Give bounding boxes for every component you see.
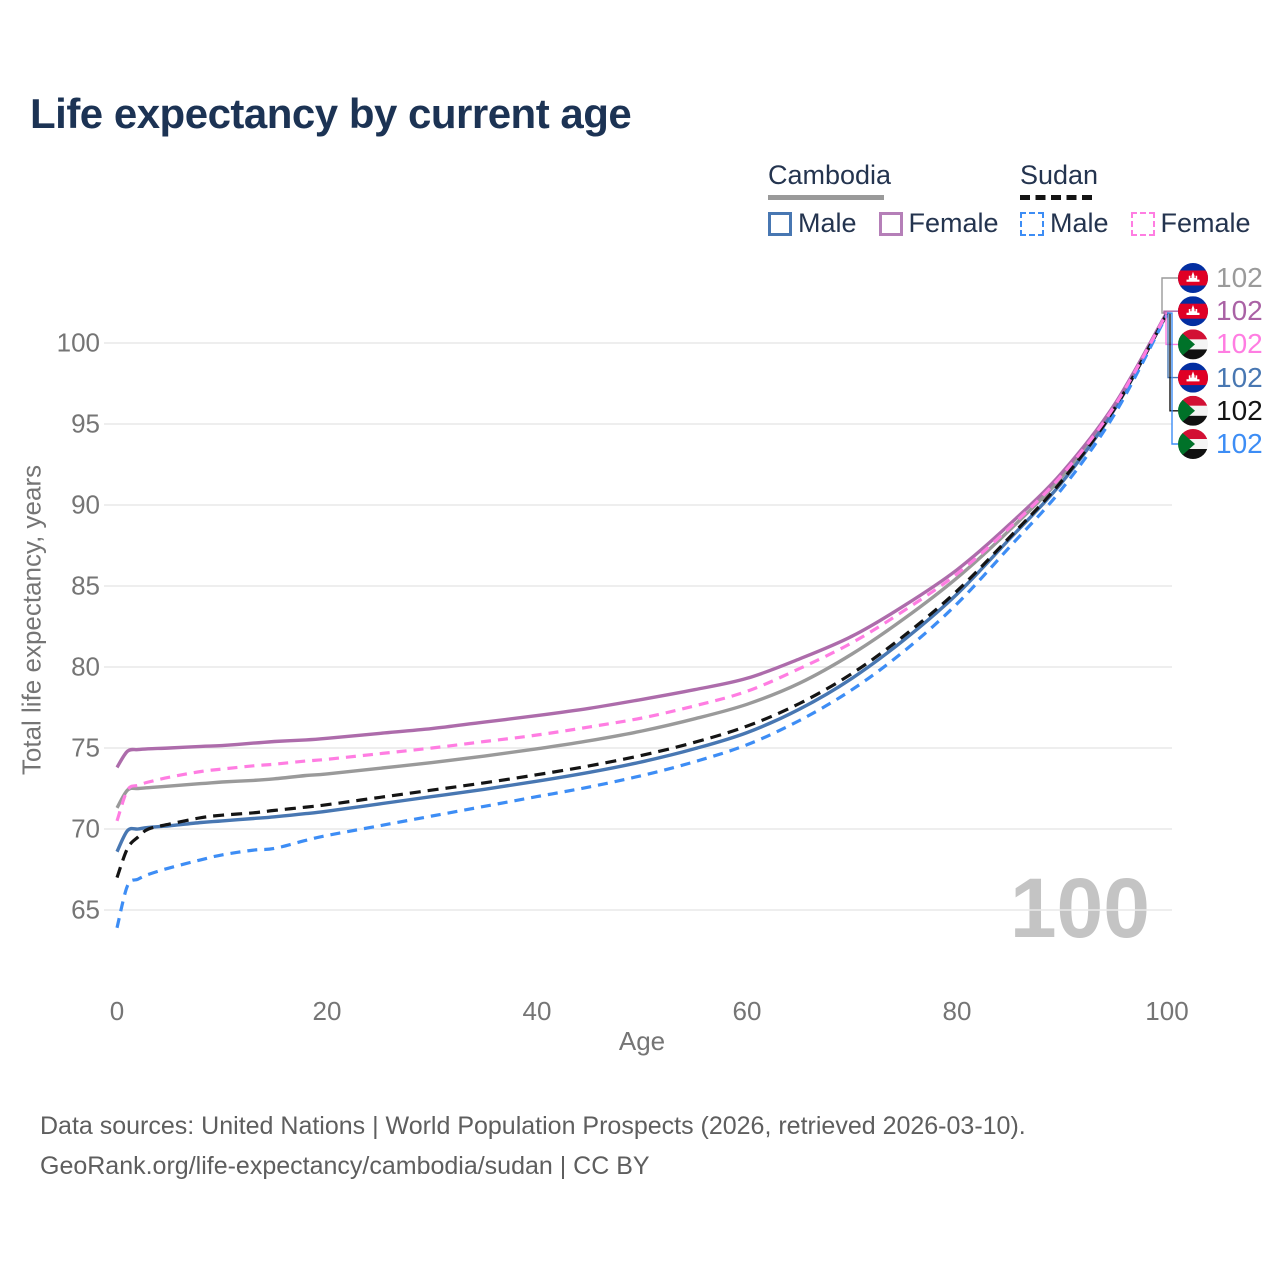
cambodia-flag-icon — [1178, 362, 1208, 393]
legend-item-label: Male — [1050, 208, 1109, 238]
x-axis-title: Age — [618, 1026, 666, 1056]
series-lines — [115, 311, 1169, 929]
y-tick-70: 70 — [71, 813, 100, 844]
y-tick-75: 75 — [71, 732, 100, 763]
legend-item-label: Male — [798, 208, 857, 238]
y-tick-80: 80 — [71, 651, 100, 682]
end-label-sudan-female: 102 — [1210, 328, 1263, 360]
end-label-cambodia-total: 102 — [1210, 262, 1263, 294]
legend-item-label: Female — [908, 208, 999, 238]
line-cambodia-female[interactable] — [115, 311, 1169, 769]
cambodia-flag-icon — [1178, 263, 1208, 293]
end-label-cambodia-female: 102 — [1210, 295, 1263, 327]
y-tick-100: 100 — [56, 327, 100, 358]
legend-swatch-icon — [1020, 211, 1044, 236]
y-tick-85: 85 — [71, 570, 100, 601]
x-tick-0: 0 — [109, 996, 125, 1026]
end-label-sudan-total: 102 — [1210, 395, 1263, 427]
y-tick-90: 90 — [71, 489, 100, 520]
legend-swatch-icon — [878, 211, 903, 236]
line-sudan-male[interactable] — [115, 313, 1169, 929]
end-label-connectors — [1161, 277, 1178, 445]
legend-item-sudan-male[interactable]: Male — [1020, 208, 1109, 239]
x-tick-20: 20 — [312, 996, 342, 1026]
line-sudan-total[interactable] — [115, 313, 1169, 879]
connector-cambodia-total — [1161, 277, 1178, 314]
end-label-value: 102 — [1216, 394, 1263, 426]
x-tick-40: 40 — [522, 996, 552, 1026]
footer-link[interactable]: GeoRank.org/life-expectancy/cambodia/sud… — [40, 1152, 650, 1180]
footer: Data sources: United Nations | World Pop… — [40, 1106, 1026, 1186]
y-tick-95: 95 — [71, 408, 100, 439]
sudan-flag-icon — [1178, 429, 1208, 459]
x-tick-80: 80 — [942, 996, 972, 1026]
line-cambodia-total[interactable] — [115, 312, 1169, 809]
gridlines — [104, 342, 1172, 911]
legend-item-sudan-female[interactable]: Female — [1130, 208, 1251, 239]
x-tick-60: 60 — [732, 996, 762, 1026]
legend-item-label: Female — [1160, 208, 1251, 238]
legend-item-cambodia-male[interactable]: Male — [768, 208, 857, 239]
end-label-value: 102 — [1216, 295, 1263, 327]
cambodia-flag-icon — [1178, 296, 1208, 327]
sudan-flag-icon — [1178, 395, 1208, 426]
y-tick-65: 65 — [71, 894, 100, 925]
sudan-flag-icon — [1178, 329, 1208, 360]
end-label-flags — [1178, 263, 1208, 459]
end-label-value: 102 — [1216, 262, 1263, 293]
end-label-cambodia-male: 102 — [1210, 362, 1263, 394]
connector-sudan-male — [1167, 312, 1178, 445]
footer-sources: Data sources: United Nations | World Pop… — [40, 1112, 1026, 1140]
end-label-sudan-male: 102 — [1210, 428, 1263, 460]
end-label-value: 102 — [1216, 328, 1263, 360]
legend-swatch-icon — [768, 211, 792, 236]
end-label-value: 102 — [1216, 361, 1263, 393]
x-tick-100: 100 — [1145, 996, 1189, 1026]
end-label-value: 102 — [1216, 428, 1263, 459]
legend-item-cambodia-female[interactable]: Female — [878, 208, 999, 239]
page-title: Life expectancy by current age — [30, 90, 632, 137]
line-cambodia-male[interactable] — [115, 312, 1169, 853]
age-watermark: 100 — [1009, 861, 1150, 955]
legend-swatch-icon — [1130, 211, 1155, 236]
line-sudan-female[interactable] — [115, 312, 1169, 822]
